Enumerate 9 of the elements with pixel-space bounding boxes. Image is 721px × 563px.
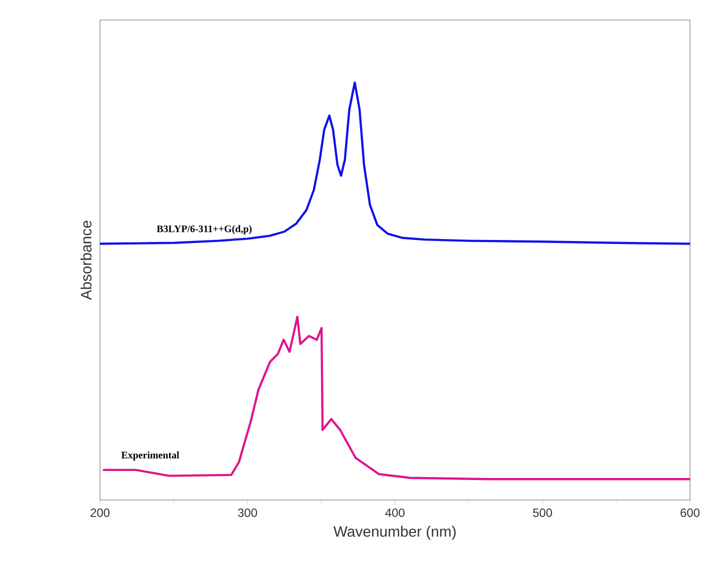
y-axis-title: Absorbance [80,220,92,300]
x-tick-label: 500 [533,508,552,517]
x-tick-label: 600 [680,508,700,517]
x-tick-label: 400 [385,508,405,517]
x-tick-label: 200 [90,508,110,517]
series-label: B3LYP/6-311++G(d,p) [156,225,252,234]
x-axis-title: Wavenumber (nm) [333,526,456,540]
series-label: Experimental [121,451,180,460]
x-tick-label: 300 [238,508,258,517]
